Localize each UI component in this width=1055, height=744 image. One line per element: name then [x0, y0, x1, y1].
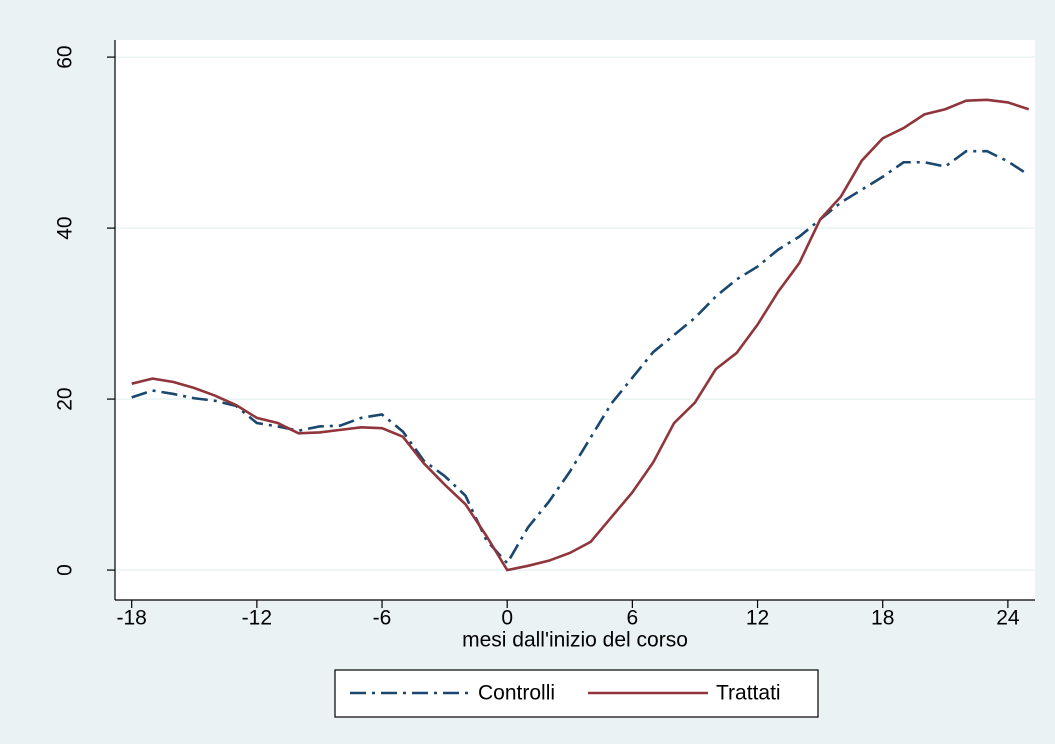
legend-items: Controlli Trattati	[350, 682, 781, 705]
x-tick-label: -6	[373, 607, 392, 630]
plot-area	[115, 40, 1035, 600]
y-tick-label: 40	[54, 216, 77, 239]
legend-label: Trattati	[716, 682, 781, 705]
x-tick-label: 6	[627, 607, 639, 630]
series-line	[131, 98, 1030, 572]
x-tick-label: 12	[746, 607, 769, 630]
x-tick-label: 0	[501, 607, 513, 630]
x-tick-label: 24	[996, 607, 1020, 630]
lines	[131, 98, 1030, 572]
x-tick-label: 18	[871, 607, 894, 630]
y-tick-label: 60	[54, 45, 77, 68]
y-tick-label: 20	[54, 387, 77, 410]
y-tick-label: 0	[54, 564, 77, 576]
ticks: 0 20 40 60 -18 -12 -6 0 6 12 18 24	[54, 45, 1020, 629]
grid	[115, 56, 1035, 571]
series-line	[131, 149, 1030, 566]
legend-label: Controlli	[478, 682, 555, 705]
x-tick-label: -12	[242, 607, 272, 630]
x-axis-label: mesi dall'inizio del corso	[462, 629, 688, 652]
x-tick-label: -18	[117, 607, 147, 630]
